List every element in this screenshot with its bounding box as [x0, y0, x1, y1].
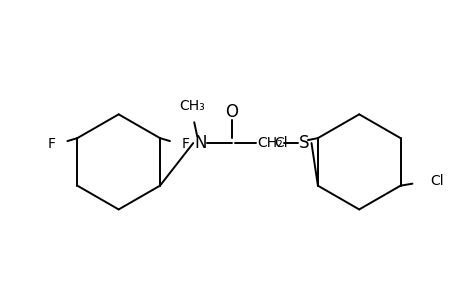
Text: CH₂: CH₂: [257, 136, 282, 150]
Text: S: S: [299, 134, 309, 152]
Text: N: N: [194, 134, 206, 152]
Text: O: O: [225, 103, 238, 122]
Text: F: F: [47, 137, 56, 151]
Text: CH₃: CH₃: [179, 99, 205, 113]
Text: F: F: [181, 137, 190, 151]
Text: Cl: Cl: [430, 174, 443, 188]
Text: Cl: Cl: [274, 136, 287, 150]
